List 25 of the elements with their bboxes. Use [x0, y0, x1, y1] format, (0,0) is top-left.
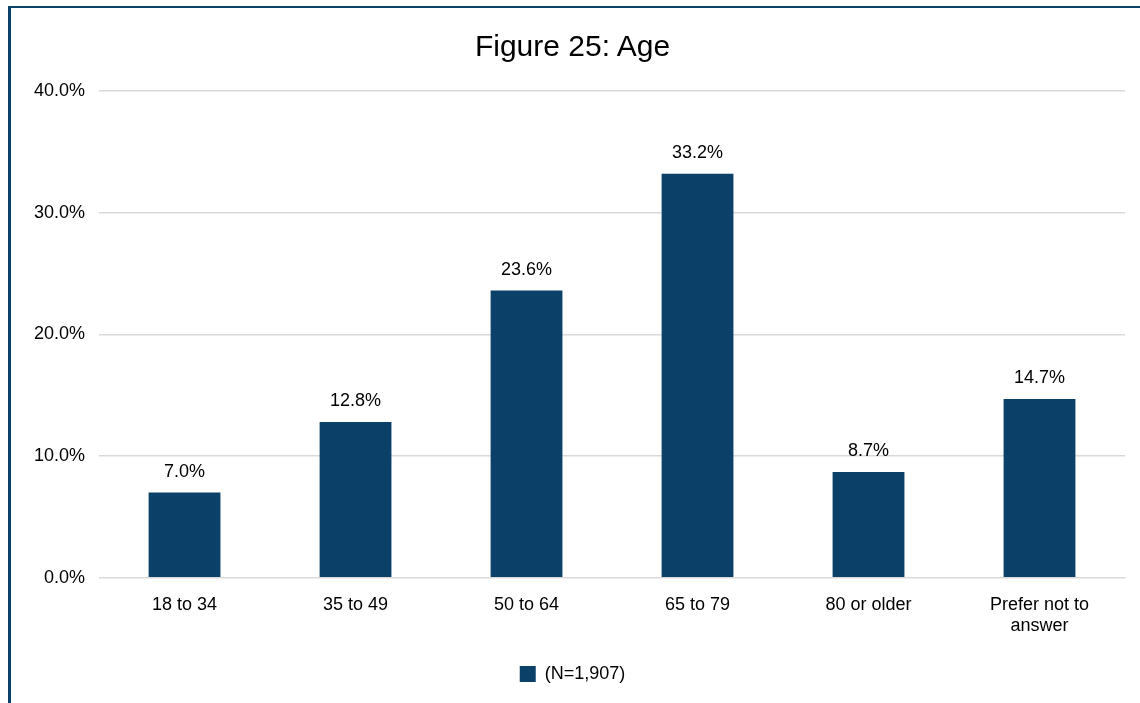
y-tick-label: 30.0%	[33, 201, 86, 222]
bar	[832, 471, 905, 578]
y-tick-label: 0.0%	[44, 566, 86, 587]
x-tick-label: 50 to 64	[493, 593, 560, 614]
data-label: 33.2%	[671, 141, 724, 162]
data-label: 23.6%	[501, 258, 553, 279]
data-label: 14.7%	[1013, 366, 1066, 387]
x-tick-label: 18 to 34	[152, 593, 218, 614]
bar	[319, 422, 392, 578]
x-tick-label: 65 to 79	[664, 593, 731, 614]
x-tick-label: 35 to 49	[323, 593, 389, 614]
y-tick-label: 40.0%	[33, 79, 86, 100]
y-tick-label: 20.0%	[33, 323, 86, 344]
x-tick-label: 80 or older	[825, 593, 912, 614]
data-label: 12.8%	[330, 389, 382, 410]
bar	[490, 290, 563, 578]
data-label: 7.0%	[164, 460, 206, 481]
y-tick-label: 10.0%	[33, 445, 86, 466]
data-label: 8.7%	[847, 439, 890, 460]
chart-title: Figure 25: Age	[474, 29, 671, 63]
x-tick-label: Prefer not to answer	[989, 593, 1090, 636]
legend-label: (N=1,907)	[544, 662, 626, 683]
bar	[148, 492, 221, 578]
bar	[661, 173, 734, 578]
bar	[1003, 398, 1076, 578]
